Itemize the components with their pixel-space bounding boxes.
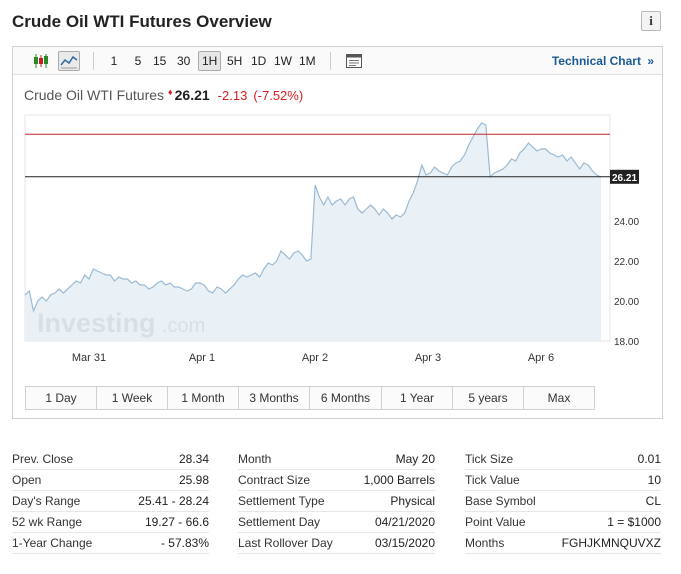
stat-label: Base Symbol: [465, 494, 536, 508]
stat-value: FGHJKMNQUVXZ: [561, 536, 661, 550]
price-change: -2.13: [217, 88, 248, 103]
stat-row: 52 wk Range 19.27 - 66.6: [12, 512, 209, 533]
timeframe-15[interactable]: 15: [153, 54, 167, 68]
stat-row: Tick Value 10: [465, 470, 661, 491]
stat-value: - 57.83%: [160, 536, 209, 550]
stat-label: Open: [12, 473, 42, 487]
toolbar-divider: [93, 52, 94, 70]
price-chart[interactable]: Investing .com 24.0022.0020.0018.0026.21…: [13, 47, 662, 382]
timeframe-5[interactable]: 5: [134, 54, 142, 68]
timeframe-1h[interactable]: 1H: [198, 51, 222, 71]
stat-label: Settlement Day: [238, 515, 321, 529]
stat-label: Point Value: [465, 515, 526, 529]
stat-row: Tick Size 0.01: [465, 449, 661, 470]
last-price: 26.21: [174, 87, 210, 103]
range-3-months[interactable]: 3 Months: [239, 387, 310, 409]
chart-panel: 1 5 15 30 1H 5H 1D 1W 1M Technical Chart…: [12, 46, 663, 419]
timeframe-1d[interactable]: 1D: [251, 54, 267, 68]
price-change-percent: (-7.52%): [253, 88, 304, 103]
stat-label: Settlement Type: [238, 494, 325, 508]
stat-label: Last Rollover Day: [238, 536, 333, 550]
double-chevron-right-icon: »: [647, 54, 654, 68]
range-6-months[interactable]: 6 Months: [310, 387, 382, 409]
x-tick-label: Apr 3: [415, 352, 441, 364]
y-tick-label: 24.00: [614, 217, 639, 228]
stat-label: 1-Year Change: [12, 536, 93, 550]
timeframe-30[interactable]: 30: [177, 54, 191, 68]
timeframe-5h[interactable]: 5H: [227, 54, 243, 68]
range-selector: 1 Day 1 Week 1 Month 3 Months 6 Months 1…: [25, 386, 595, 410]
toolbar-divider: [330, 52, 331, 70]
range-max[interactable]: Max: [524, 387, 594, 409]
technical-chart-label: Technical Chart: [551, 54, 641, 68]
stat-value: 10: [647, 473, 661, 487]
y-tick-label: 20.00: [614, 297, 639, 308]
stat-value: 0.01: [637, 452, 661, 466]
x-tick-label: Apr 6: [528, 352, 554, 364]
stat-value: 28.34: [178, 452, 209, 466]
stat-row: Last Rollover Day 03/15/2020: [238, 533, 435, 554]
stat-label: 52 wk Range: [12, 515, 83, 529]
stats-column-2: Month May 20 Contract Size 1,000 Barrels S…: [238, 449, 435, 554]
stat-row: Months FGHJKMNQUVXZ: [465, 533, 661, 554]
stat-label: Contract Size: [238, 473, 311, 487]
down-arrow-icon: ♦: [168, 87, 173, 97]
stat-row: Settlement Type Physical: [238, 491, 435, 512]
quote-line: Crude Oil WTI Futures ♦ 26.21 -2.13 (-7.52%): [24, 87, 303, 103]
stat-row: Point Value 1 = $1000: [465, 512, 661, 533]
y-tick-label: 18.00: [614, 337, 639, 348]
technical-chart-link[interactable]: Technical Chart »: [552, 54, 654, 68]
range-1-month[interactable]: 1 Month: [168, 387, 239, 409]
stat-row: Open 25.98: [12, 470, 209, 491]
timeframe-1m[interactable]: 1M: [299, 54, 316, 68]
stat-label: Day's Range: [12, 494, 81, 508]
stat-value: May 20: [395, 452, 435, 466]
window-icon[interactable]: [343, 51, 365, 71]
y-tick-label: 22.00: [614, 257, 639, 268]
stat-row: Day's Range 25.41 - 28.24: [12, 491, 209, 512]
timeframe-1[interactable]: 1: [110, 54, 118, 68]
stat-row: Contract Size 1,000 Barrels: [238, 470, 435, 491]
stat-label: Tick Size: [465, 452, 514, 466]
last-value-tag: [610, 169, 639, 184]
stat-value: 19.27 - 66.6: [144, 515, 209, 529]
stat-label: Months: [465, 536, 505, 550]
stat-label: Tick Value: [465, 473, 520, 487]
range-1-day[interactable]: 1 Day: [26, 387, 97, 409]
page-title: Crude Oil WTI Futures Overview: [12, 12, 272, 31]
stat-row: Prev. Close 28.34: [12, 449, 209, 470]
chart-toolbar: 1 5 15 30 1H 5H 1D 1W 1M Technical Chart…: [13, 47, 662, 75]
candlestick-icon[interactable]: [30, 51, 52, 71]
stat-value: 1 = $1000: [607, 515, 661, 529]
range-5-years[interactable]: 5 years: [453, 387, 524, 409]
stat-value: 25.41 - 28.24: [138, 494, 209, 508]
price-line: [24, 122, 602, 313]
info-icon[interactable]: i: [641, 11, 661, 31]
timeframe-1w[interactable]: 1W: [274, 54, 292, 68]
stat-value: 25.98: [178, 473, 209, 487]
stat-row: Settlement Day 04/21/2020: [238, 512, 435, 533]
stat-value: 04/21/2020: [374, 515, 435, 529]
stat-value: 1,000 Barrels: [363, 473, 435, 487]
range-1-year[interactable]: 1 Year: [382, 387, 453, 409]
last-value-label: 26.21: [612, 173, 637, 184]
x-tick-label: Apr 2: [302, 352, 328, 364]
stat-row: 1-Year Change - 57.83%: [12, 533, 209, 554]
stat-row: Month May 20: [238, 449, 435, 470]
stat-row: Base Symbol CL: [465, 491, 661, 512]
stat-label: Prev. Close: [12, 452, 74, 466]
range-1-week[interactable]: 1 Week: [97, 387, 168, 409]
x-tick-label: Mar 31: [72, 352, 106, 364]
stats-column-3: Tick Size 0.01 Tick Value 10 Base Symbol CL…: [465, 449, 661, 554]
stat-label: Month: [238, 452, 272, 466]
stats-column-1: Prev. Close 28.34 Open 25.98 Day's Range 25…: [12, 449, 209, 554]
x-tick-label: Apr 1: [189, 352, 215, 364]
stat-value: 03/15/2020: [374, 536, 435, 550]
stat-value: Physical: [390, 494, 435, 508]
instrument-name: Crude Oil WTI Futures: [24, 87, 165, 103]
line-chart-icon[interactable]: [58, 51, 80, 71]
stat-value: CL: [645, 494, 661, 508]
